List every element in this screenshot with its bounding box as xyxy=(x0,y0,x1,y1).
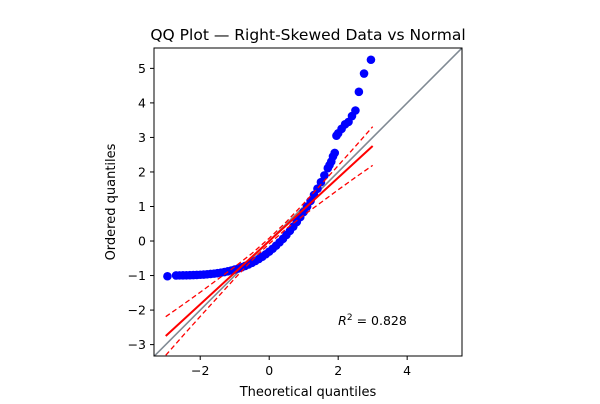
y-tick-label: 1 xyxy=(138,199,146,214)
y-tick-label: −3 xyxy=(128,337,146,352)
r-squared-annotation: R2 = 0.828 xyxy=(338,313,407,328)
x-tick-label: 4 xyxy=(403,363,411,378)
y-tick-label: −2 xyxy=(128,303,146,318)
plot-frame xyxy=(153,47,463,357)
x-tick-label: 0 xyxy=(265,363,273,378)
y-tick-label: 0 xyxy=(138,234,146,249)
chart-title: QQ Plot — Right-Skewed Data vs Normal xyxy=(150,26,465,44)
y-tick-label: 4 xyxy=(138,95,146,110)
y-tick-label: 3 xyxy=(138,130,146,145)
data-point xyxy=(366,55,376,65)
data-point xyxy=(351,106,360,115)
data-point xyxy=(320,171,329,180)
y-axis-label: Ordered quantiles xyxy=(104,143,119,260)
confidence-band-upper xyxy=(165,126,374,318)
data-point xyxy=(359,69,369,78)
y-tick-label: 5 xyxy=(138,61,146,76)
data-point xyxy=(330,148,340,158)
x-axis-label: Theoretical quantiles xyxy=(239,385,377,400)
data-point xyxy=(163,271,172,281)
data-point xyxy=(354,87,364,97)
x-tick-label: −2 xyxy=(191,363,209,378)
x-tick-label: 2 xyxy=(334,363,342,378)
confidence-band-lower xyxy=(165,164,374,356)
y-tick-label: 2 xyxy=(138,164,146,179)
fit-line xyxy=(165,145,374,337)
data-point xyxy=(316,177,326,187)
y-tick-label: −1 xyxy=(128,268,146,283)
